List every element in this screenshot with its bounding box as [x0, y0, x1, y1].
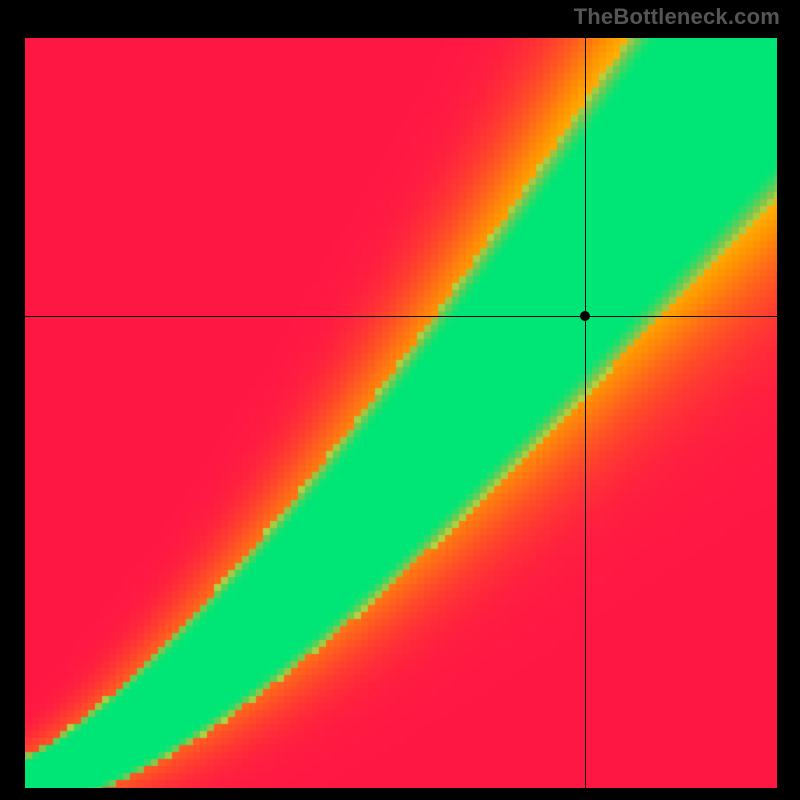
- chart-container: TheBottleneck.com: [0, 0, 800, 800]
- marker-dot: [580, 311, 590, 321]
- heatmap-canvas: [25, 38, 777, 788]
- attribution-text: TheBottleneck.com: [574, 4, 780, 30]
- crosshair-horizontal: [25, 316, 777, 317]
- crosshair-vertical: [585, 38, 586, 788]
